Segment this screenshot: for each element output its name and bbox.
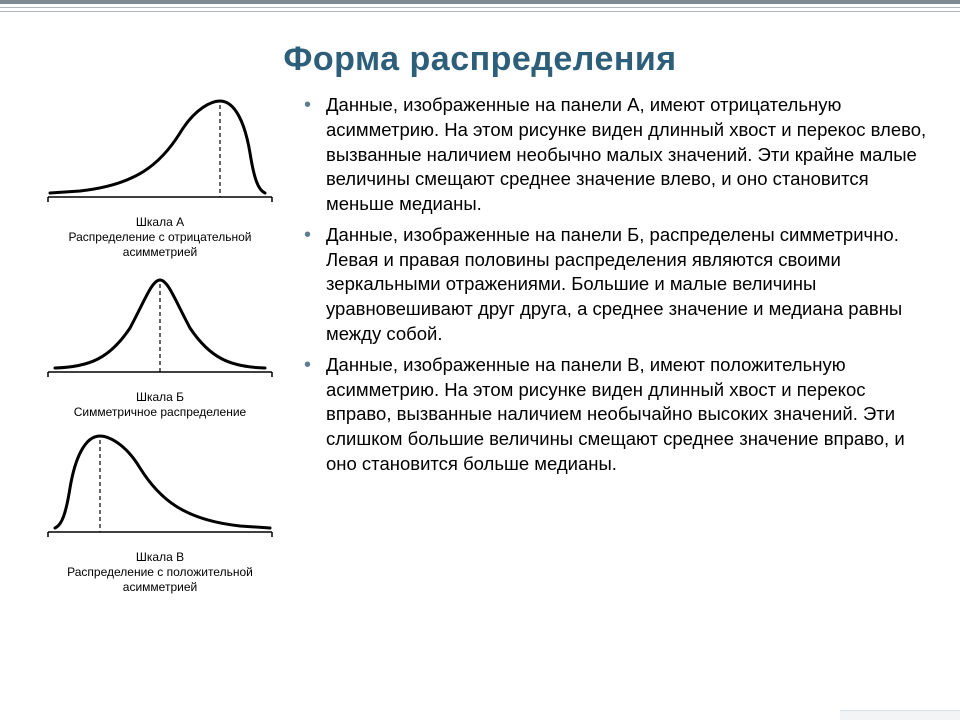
bullet-item: Данные, изображенные на панели А, имеют …: [304, 93, 930, 217]
bullet-item: Данные, изображенные на панели В, имеют …: [304, 353, 930, 477]
curve-b-icon: [40, 268, 280, 388]
bullet-list: Данные, изображенные на панели А, имеют …: [300, 93, 930, 477]
bullet-item: Данные, изображенные на панели Б, распре…: [304, 223, 930, 347]
curve-c-icon: [40, 428, 280, 548]
curve-a-icon: [40, 93, 280, 213]
panel-a-caption: Шкала А Распределение с отрицательной ас…: [30, 215, 290, 260]
panel-c: Шкала В Распределение с положительной ас…: [30, 428, 290, 595]
text-column: Данные, изображенные на панели А, имеют …: [300, 93, 930, 595]
header-rule: [0, 0, 960, 22]
page-title: Форма распределения: [30, 40, 930, 79]
footer-stub: [840, 710, 960, 720]
content-row: Шкала А Распределение с отрицательной ас…: [30, 93, 930, 595]
slide-body: Форма распределения Шкала А Распределени…: [0, 22, 960, 615]
panel-a: Шкала А Распределение с отрицательной ас…: [30, 93, 290, 260]
panel-b: Шкала Б Симметричное распределение: [30, 268, 290, 420]
panel-c-caption: Шкала В Распределение с положительной ас…: [30, 550, 290, 595]
panel-b-caption: Шкала Б Симметричное распределение: [74, 390, 246, 420]
diagram-column: Шкала А Распределение с отрицательной ас…: [30, 93, 290, 595]
